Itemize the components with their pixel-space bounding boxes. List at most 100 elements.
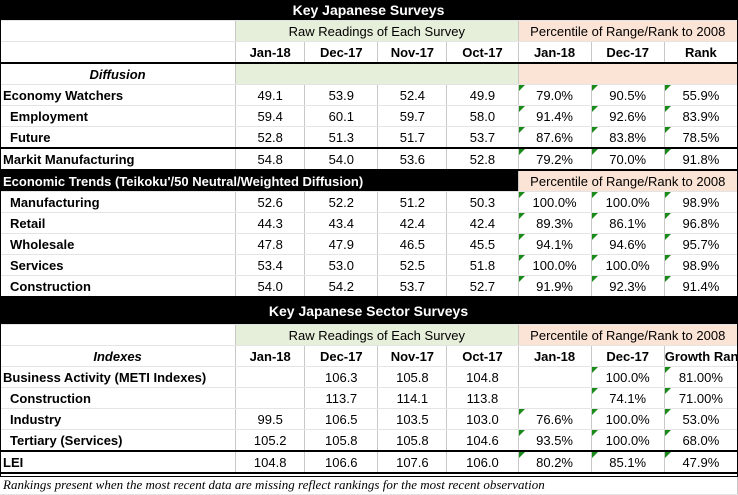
cell-value: 89.3%	[518, 212, 592, 234]
cell-value: 91.8%	[664, 147, 738, 171]
cell-value: 79.0%	[518, 84, 592, 106]
column-header: Nov-17	[377, 345, 448, 367]
row-label: Retail	[0, 212, 237, 234]
row-label: Industry	[0, 408, 237, 430]
cell-value: 45.5	[446, 233, 519, 255]
cell-value: 105.2	[235, 429, 306, 452]
column-header: Jan-18	[235, 41, 306, 64]
cell-value: 114.1	[377, 387, 448, 409]
table-row: Construction 54.0 54.2 53.7 52.7 91.9% 92.3% 91…	[0, 275, 738, 298]
table-row: Manufacturing 52.6 52.2 51.2 50.3 100.0% 100.0…	[0, 191, 738, 213]
column-header: Dec-17	[304, 41, 379, 64]
column-header: Growth Ran	[664, 345, 738, 367]
row-label: Business Activity (METI Indexes)	[0, 366, 237, 388]
cell-value: 95.7%	[664, 233, 738, 255]
cell-value: 52.2	[304, 191, 379, 213]
cell-value: 53.4	[235, 254, 306, 276]
column-header: Rank	[664, 41, 738, 64]
cell-value: 100.0%	[591, 429, 665, 452]
cell-value: 106.5	[304, 408, 379, 430]
cell-value: 55.9%	[664, 84, 738, 106]
cell-value: 76.6%	[518, 408, 592, 430]
cell-value: 105.8	[377, 429, 448, 452]
cell-value: 94.1%	[518, 233, 592, 255]
cell-value: 80.2%	[518, 450, 592, 474]
column-header: Jan-18	[518, 345, 592, 367]
cell-value: 49.9	[446, 84, 519, 106]
cell-value: 44.3	[235, 212, 306, 234]
cell-value: 104.8	[235, 450, 306, 474]
cell-value: 100.0%	[591, 191, 665, 213]
cell-value: 53.0	[304, 254, 379, 276]
column-header: Dec-17	[304, 345, 379, 367]
cell-value: 52.8	[446, 147, 519, 171]
trends-header-row: Economic Trends (Teikoku'/50 Neutral/Wei…	[0, 169, 738, 192]
title-row: Key Japanese Sector Surveys	[0, 296, 738, 325]
row-label: Markit Manufacturing	[0, 147, 237, 171]
cell-value: 106.0	[446, 450, 519, 474]
cell-value: 51.8	[446, 254, 519, 276]
cell-value: 100.0%	[518, 191, 592, 213]
table-title: Key Japanese Sector Surveys	[0, 296, 738, 325]
cell-value: 113.7	[304, 387, 379, 409]
cell-value: 51.3	[304, 126, 379, 149]
cell-value: 106.6	[304, 450, 379, 474]
cell-value	[518, 387, 592, 409]
table-row: LEI 104.8 106.6 107.6 106.0 80.2% 85.1% 47.9%	[0, 450, 738, 474]
cell-value: 104.6	[446, 429, 519, 452]
cell-value: 100.0%	[591, 366, 665, 388]
cell-value: 52.6	[235, 191, 306, 213]
cell-value: 91.4%	[664, 275, 738, 298]
cell-value: 85.1%	[591, 450, 665, 474]
cell-value: 103.0	[446, 408, 519, 430]
cell-value: 105.8	[304, 429, 379, 452]
trends-rows: Manufacturing 52.6 52.2 51.2 50.3 100.0% 100.0…	[0, 191, 738, 298]
cell-value: 98.9%	[664, 254, 738, 276]
cell-value: 52.5	[377, 254, 448, 276]
table-row: Business Activity (METI Indexes) 106.3 105…	[0, 366, 738, 388]
percentile-header: Percentile of Range/Rank to 2008	[518, 20, 738, 42]
cell-value: 96.8%	[664, 212, 738, 234]
table-row: Retail 44.3 43.4 42.4 42.4 89.3% 86.1% 96.8%	[0, 212, 738, 234]
cell-value: 71.00%	[664, 387, 738, 409]
cell-value: 91.4%	[518, 105, 592, 127]
cell-value: 53.9	[304, 84, 379, 106]
cell-value: 74.1%	[591, 387, 665, 409]
section-row: Diffusion	[0, 62, 738, 85]
cell-value: 107.6	[377, 450, 448, 474]
table-row: Industry 99.5 106.5 103.5 103.0 76.6% 100.0% 53…	[0, 408, 738, 430]
sector-rows: Business Activity (METI Indexes) 106.3 105…	[0, 366, 738, 474]
cell-value: 99.5	[235, 408, 306, 430]
cell-value: 53.6	[377, 147, 448, 171]
cell-value: 100.0%	[518, 254, 592, 276]
cell-value: 68.0%	[664, 429, 738, 452]
row-label: Manufacturing	[0, 191, 237, 213]
column-header: Oct-17	[446, 41, 519, 64]
cell-value: 100.0%	[591, 254, 665, 276]
cell-value: 59.4	[235, 105, 306, 127]
cell-value	[235, 387, 306, 409]
footnote: Rankings present when the most recent da…	[0, 472, 738, 495]
percentile-header: Percentile of Range/Rank to 2008	[518, 324, 738, 346]
cell-value: 104.8	[446, 366, 519, 388]
cell-value: 54.2	[304, 275, 379, 298]
cell-value: 87.6%	[518, 126, 592, 149]
raw-readings-header: Raw Readings of Each Survey	[235, 20, 519, 42]
table-row: Services 53.4 53.0 52.5 51.8 100.0% 100.0% 98.9…	[0, 254, 738, 276]
column-header: Nov-17	[377, 41, 448, 64]
row-label: Services	[0, 254, 237, 276]
cell-value: 100.0%	[591, 408, 665, 430]
section-label: Indexes	[0, 345, 237, 367]
cell-value: 83.9%	[664, 105, 738, 127]
cell-value: 81.00%	[664, 366, 738, 388]
column-header: Dec-17	[591, 345, 665, 367]
cell-value: 58.0	[446, 105, 519, 127]
cell-value: 92.3%	[591, 275, 665, 298]
table-row: Markit Manufacturing 54.8 54.0 53.6 52.8 79.2…	[0, 147, 738, 171]
table-row: Future 52.8 51.3 51.7 53.7 87.6% 83.8% 78.5%	[0, 126, 738, 149]
row-label: Economy Watchers	[0, 84, 237, 106]
cell-value: 43.4	[304, 212, 379, 234]
cell-value: 83.8%	[591, 126, 665, 149]
cell-value: 51.7	[377, 126, 448, 149]
